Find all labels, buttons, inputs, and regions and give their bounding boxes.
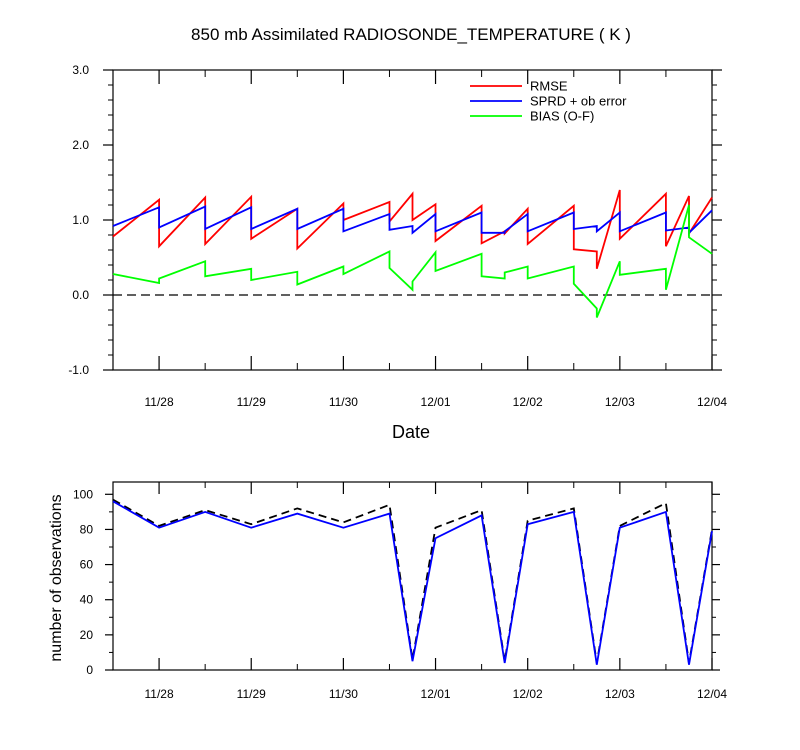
y-tick-label: 20: [80, 628, 94, 642]
y-tick-label: 0.0: [72, 288, 89, 302]
x-tick-label: 11/30: [329, 687, 358, 701]
x-tick-label: 11/28: [145, 687, 174, 701]
y-axis-title-bottom: number of observations: [48, 494, 65, 661]
y-tick-label: 40: [80, 593, 94, 607]
x-tick-label: 12/01: [421, 395, 451, 409]
x-tick-label: 12/04: [697, 687, 727, 701]
plot-frame: [112, 481, 713, 671]
y-tick-label: 80: [80, 522, 94, 536]
x-tick-label: 11/29: [237, 687, 266, 701]
series-line-bias-o-f: [112, 204, 713, 318]
x-tick-label: 11/29: [237, 395, 266, 409]
x-tick-label: 12/02: [513, 687, 543, 701]
x-tick-label: 12/01: [421, 687, 451, 701]
y-tick-label: 0: [86, 663, 93, 677]
y-tick-label: 60: [80, 558, 94, 572]
x-tick-label: 11/30: [329, 395, 358, 409]
x-tick-label: 11/28: [145, 395, 174, 409]
x-axis-title: Date: [392, 422, 430, 442]
y-tick-label: 2.0: [72, 138, 89, 152]
y-tick-label: 1.0: [72, 213, 89, 227]
x-tick-label: 12/03: [605, 395, 635, 409]
top-plot: 850 mb Assimilated RADIOSONDE_TEMPERATUR…: [68, 25, 727, 442]
y-tick-label: 3.0: [72, 63, 89, 77]
chart-title: 850 mb Assimilated RADIOSONDE_TEMPERATUR…: [191, 25, 631, 44]
legend-label: BIAS (O-F): [530, 109, 594, 124]
x-tick-label: 12/03: [605, 687, 635, 701]
y-tick-label: 100: [73, 487, 93, 501]
y-tick-label: -1.0: [68, 363, 89, 377]
legend-label: RMSE: [530, 79, 568, 94]
series-line-possible: [112, 498, 713, 664]
series-line-sprd-ob-error: [112, 205, 713, 235]
x-tick-label: 12/02: [513, 395, 543, 409]
series-line-assimilated: [112, 500, 713, 665]
x-tick-label: 12/04: [697, 395, 727, 409]
bottom-plot: number of observations 11/28 11/29 11/30 12…: [48, 481, 727, 701]
legend-label: SPRD + ob error: [530, 94, 627, 109]
